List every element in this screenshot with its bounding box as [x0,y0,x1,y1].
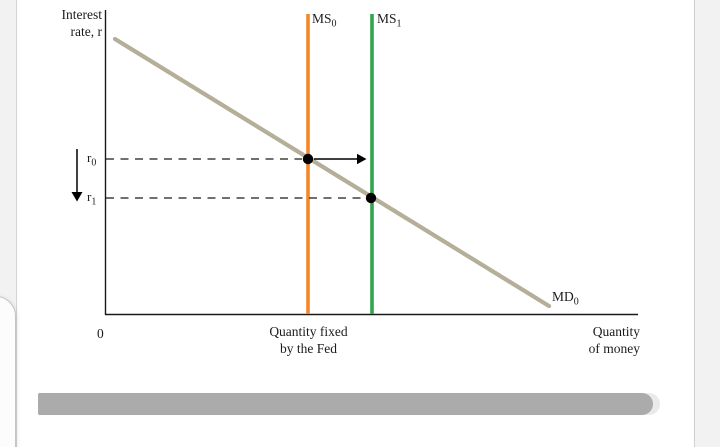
equilibrium-dot-ms0 [302,153,314,165]
ms-shift-right-arrow [314,153,367,165]
equilibrium-dot-ms1 [365,192,377,204]
y-axis-title: Interest rate, r [30,6,102,40]
quantity-fixed-line1: Quantity fixed [269,324,348,339]
x-axis-title-line2: of money [588,341,640,356]
quantity-fixed-note: Quantity fixed by the Fed [240,323,377,357]
md0-demand-line [112,36,552,309]
y-axis-title-line2: rate, r [70,24,102,39]
horizontal-scrollbar-thumb[interactable] [38,393,653,415]
rate-decrease-down-arrow [71,149,83,202]
r0-rate-label: r0 [87,150,97,169]
origin-label: 0 [97,326,104,341]
ms0-curve-label: MS0 [312,11,337,30]
quantity-fixed-line2: by the Fed [280,341,337,356]
r1-rate-label: r1 [87,189,97,208]
md0-curve-label: MD0 [552,289,579,308]
content-panel [16,0,695,447]
horizontal-scrollbar-track[interactable] [38,393,660,415]
y-axis-title-line1: Interest [61,7,102,22]
x-axis-title: Quantity of money [558,323,640,357]
x-axis-title-line1: Quantity [592,324,640,339]
ms1-curve-label: MS1 [377,11,402,30]
